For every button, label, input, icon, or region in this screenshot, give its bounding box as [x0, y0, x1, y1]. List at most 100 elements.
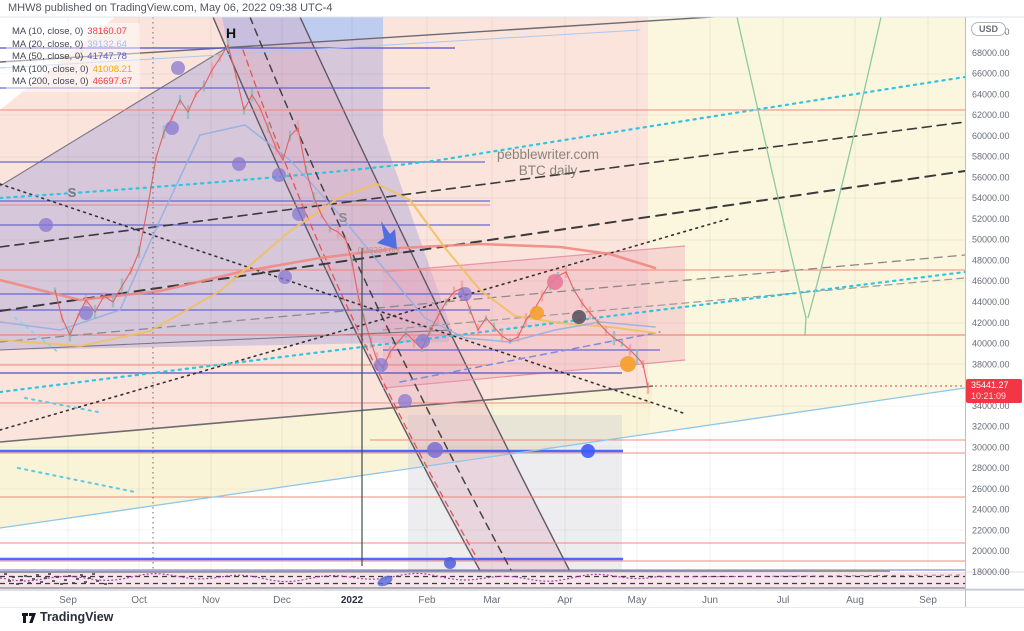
legend-row-ma[interactable]: MA (50, close, 0) 41747.78	[12, 51, 132, 64]
publish-text: MHW8 published on TradingView.com, May 0…	[8, 2, 333, 14]
chart-annotation-text: S	[68, 185, 77, 200]
pane-wavy-line	[0, 572, 661, 583]
price-tick-label: 54000.00	[972, 193, 1010, 203]
time-tick-label: Mar	[483, 595, 501, 606]
price-tick-label: 58000.00	[972, 152, 1010, 162]
time-axis-labels[interactable]: Sep Oct Nov Dec 2022 Feb Mar Apr May Jun Jul Aug Sep	[59, 595, 937, 606]
ma-100-line	[0, 183, 656, 347]
horizontal-levels	[0, 47, 965, 571]
legend-value: 41008.21	[92, 63, 133, 75]
chart-plot-area[interactable]: H S S 0M8234.00L	[0, 1, 966, 590]
collapsed-indicator-pane[interactable]	[0, 570, 965, 589]
time-tick-label: Jul	[777, 595, 790, 606]
chart-annotation-text: H	[226, 25, 236, 41]
time-tick-label: 2022	[341, 595, 364, 606]
pane-ellipse-marker	[377, 575, 393, 587]
price-tick-label: 32000.00	[972, 422, 1010, 432]
ma-50-line	[0, 124, 656, 343]
time-tick-label: Sep	[59, 595, 77, 606]
price-tick-label: 18000.00	[972, 567, 1010, 577]
legend-value: 41747.78	[87, 51, 127, 63]
price-tick-label: 62000.00	[972, 110, 1010, 120]
trend-dashed-2[interactable]	[0, 170, 966, 312]
legend-row-ma[interactable]: MA (100, close, 0) 41008.21	[12, 64, 132, 77]
falling-channel-left-border	[212, 17, 489, 586]
legend-value: 38160.07	[87, 26, 127, 37]
price-tick-label: 30000.00	[972, 442, 1010, 452]
legend-row-ma[interactable]: MA (10, close, 0) 38160.07	[12, 26, 132, 39]
green-parabola-curve	[804, 315, 807, 337]
price-axis-background[interactable]	[966, 17, 1024, 631]
watermark-site: pebblewriter.com	[496, 147, 600, 162]
time-tick-label: Dec	[273, 595, 291, 606]
price-tick-label: 20000.00	[972, 546, 1010, 556]
price-tick-label: 26000.00	[972, 484, 1010, 494]
yellow-wedge-region	[0, 386, 653, 528]
purple-dashed-mid[interactable]	[399, 331, 661, 383]
price-tick-label: 50000.00	[972, 235, 1010, 245]
gridlines	[0, 17, 966, 590]
legend-row-ma[interactable]: MA (20, close, 0) 39132.64	[12, 39, 132, 52]
last-price-value: 35441.27	[971, 380, 1009, 390]
currency-chip: USD	[971, 22, 1007, 36]
trend-dotted-down[interactable]	[0, 183, 684, 414]
cyan-dotted-3[interactable]	[17, 467, 136, 493]
green-parabola-curve	[807, 17, 882, 319]
black-dashed-steep[interactable]	[249, 17, 513, 573]
trend-dashed-gray-1[interactable]	[0, 254, 966, 343]
legend-value: 46697.67	[92, 76, 133, 88]
price-tick-label: 68000.00	[972, 48, 1010, 58]
bar-countdown: 10:21:09	[971, 391, 1007, 401]
falling-channel-right-border	[299, 17, 578, 586]
purple-channel-topleft-border	[0, 46, 229, 187]
pink-bottom-boundary	[0, 385, 654, 443]
blue-arrow-marker	[377, 221, 397, 249]
chart-watermark: pebblewriter.com BTC daily	[497, 147, 599, 179]
tradingview-logo-icon[interactable]	[21, 611, 37, 626]
publish-header: MHW8 published on TradingView.com, May 0…	[8, 1, 332, 16]
time-tick-label: Oct	[131, 595, 147, 606]
price-tick-label: 22000.00	[972, 525, 1010, 535]
trend-dashed-1[interactable]	[0, 121, 966, 248]
price-tick-label: 52000.00	[972, 214, 1010, 224]
price-tick-label: 28000.00	[972, 463, 1010, 473]
price-tick-label: 56000.00	[972, 172, 1010, 182]
time-tick-label: May	[628, 595, 647, 606]
time-tick-label: Jun	[702, 595, 718, 606]
lightblue-top-line[interactable]	[0, 29, 641, 69]
legend-row-ma[interactable]: MA (200, close, 0) 46697.67	[12, 76, 132, 89]
price-tick-label: 38000.00	[972, 359, 1010, 369]
price-tick-label: 64000.00	[972, 89, 1010, 99]
cyan-dotted-1[interactable]	[0, 75, 966, 200]
flat-top-line	[0, 17, 723, 63]
cyan-dotted-4[interactable]	[24, 397, 99, 413]
pivot-dots	[39, 61, 636, 569]
trend-dashed-gray-2[interactable]	[382, 277, 966, 331]
time-tick-label: Aug	[846, 595, 864, 606]
cyan-dotted-5[interactable]	[14, 317, 59, 353]
price-tick-label: 44000.00	[972, 297, 1010, 307]
tradingview-brand-text[interactable]: TradingView	[40, 610, 114, 624]
green-parabola-curve	[736, 17, 807, 319]
legend-label: MA (10, close, 0)	[12, 26, 84, 37]
legend-label: MA (100, close, 0)	[12, 63, 89, 75]
price-tick-label: 48000.00	[972, 255, 1010, 265]
chart-annotation-text: S	[339, 210, 348, 225]
ma-200-line	[0, 242, 657, 302]
lightblue-support-line[interactable]	[0, 387, 966, 529]
purple-channel-bottom-border	[0, 329, 453, 351]
watermark-symbol: BTC daily	[518, 163, 578, 178]
legend-label: MA (200, close, 0)	[12, 76, 89, 88]
price-tick-label: 42000.00	[972, 318, 1010, 328]
purple-channel-region	[0, 37, 452, 350]
time-tick-label: Nov	[202, 595, 220, 606]
mid-channel-top-border	[382, 245, 686, 273]
chart-annotation-text: 0M8234.00L	[358, 246, 403, 255]
yellow-right-region	[648, 17, 965, 434]
legend-value: 39132.64	[87, 38, 127, 50]
indicator-legend[interactable]: MA (10, close, 0) 38160.07 MA (20, close, …	[6, 23, 141, 92]
price-tick-label: 66000.00	[972, 69, 1010, 79]
legend-label: MA (20, close, 0)	[12, 38, 84, 50]
